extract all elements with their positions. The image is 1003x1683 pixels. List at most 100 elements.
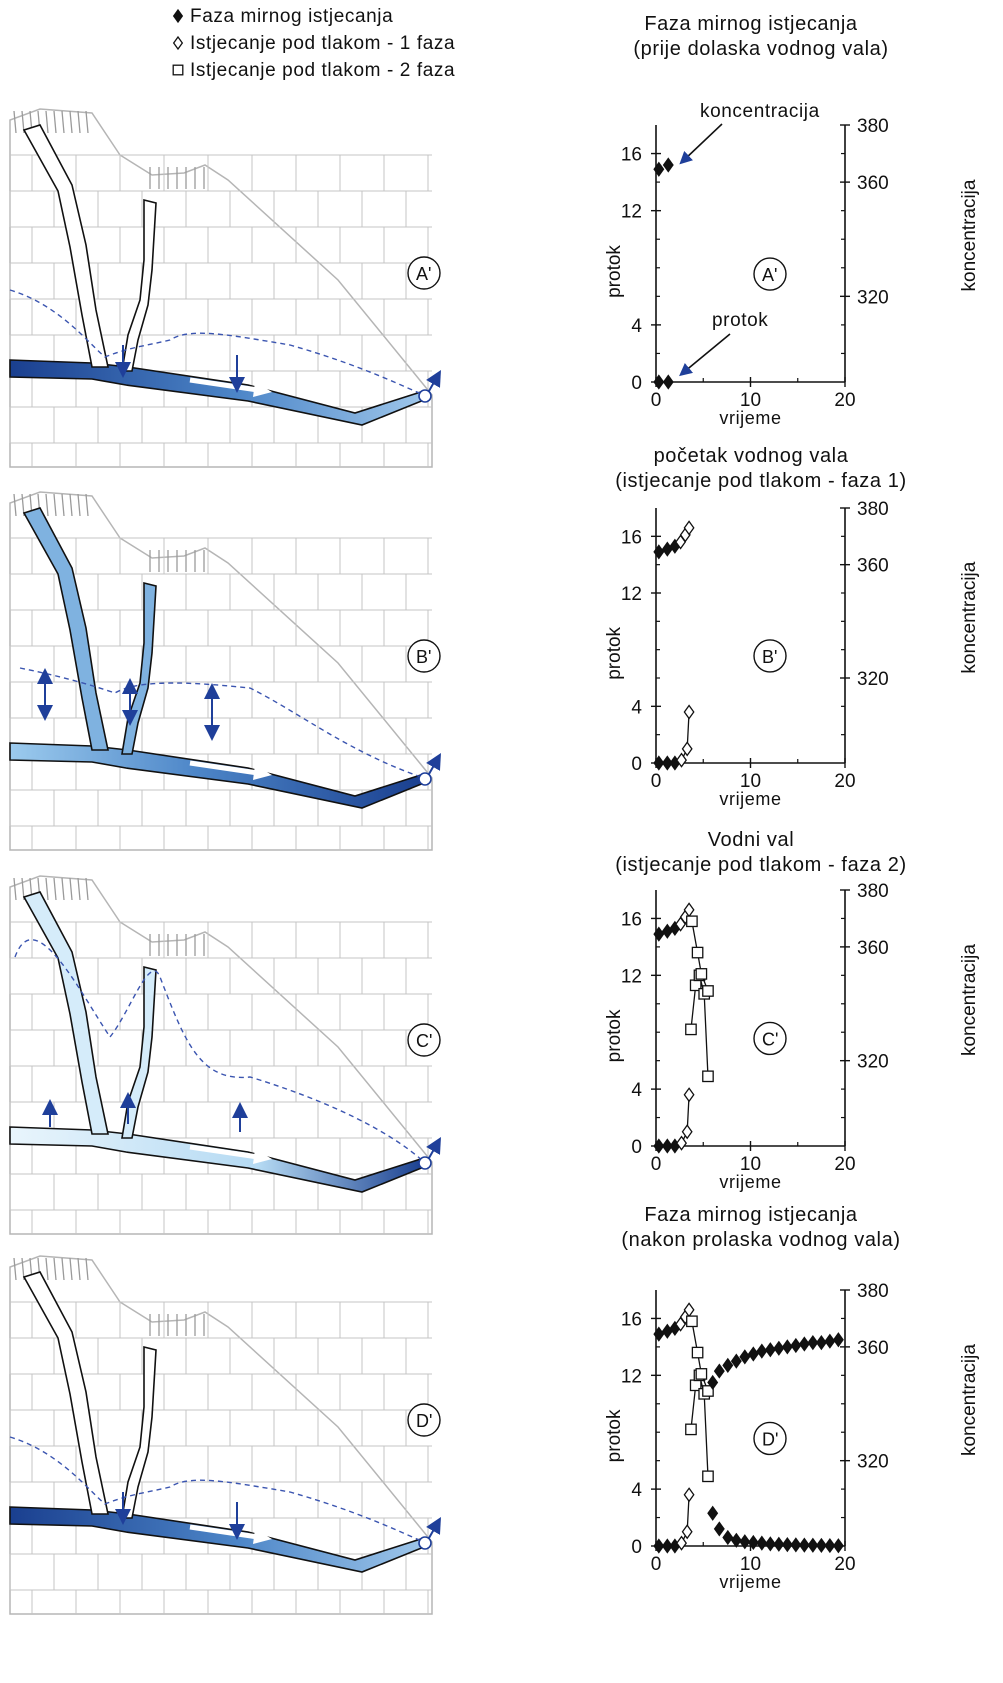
- cross-section-4: D': [9, 1255, 441, 1615]
- panel-label-circle: [753, 257, 787, 291]
- data-point-filled-diamond: [713, 1521, 725, 1537]
- flow-arrow-head: [253, 1149, 272, 1164]
- x-tick-label: 0: [651, 771, 662, 792]
- water-table: [9, 289, 425, 396]
- chart-title: početak vodnog vala: [654, 445, 849, 467]
- data-point-filled-diamond: [707, 1374, 719, 1391]
- chart-subtitle: (nakon prolaska vodnog vala): [621, 1229, 900, 1251]
- right-tick-label: 320: [857, 669, 889, 690]
- soil-tick: [13, 110, 17, 134]
- data-point-filled-diamond: [661, 755, 673, 771]
- vertical-shaft-left: [22, 891, 109, 1135]
- soil-tick: [61, 877, 65, 901]
- data-point-filled-diamond: [661, 1138, 673, 1154]
- left-tick-label: 16: [621, 527, 642, 548]
- data-point-filled-diamond: [764, 1536, 776, 1552]
- soil-tick: [53, 877, 57, 901]
- panel-label: D': [762, 1429, 778, 1449]
- x-tick-label: 10: [740, 771, 761, 792]
- soil-tick: [53, 110, 57, 134]
- left-tick-label: 4: [631, 316, 642, 337]
- series-8: [707, 1332, 844, 1391]
- data-point-open-square: [685, 1423, 697, 1436]
- right-axis-label: koncentracija: [959, 179, 980, 291]
- series-4: [707, 1505, 844, 1554]
- right-tick-label: 360: [857, 1338, 889, 1359]
- data-point-filled-diamond: [713, 1363, 725, 1379]
- data-point-filled-diamond: [739, 1534, 751, 1550]
- spring-outlet: [418, 1156, 432, 1170]
- section-label-circle: [407, 256, 441, 290]
- x-tick-label: 20: [834, 771, 855, 792]
- left-tick-label: 16: [621, 145, 642, 166]
- x-tick-label: 10: [740, 390, 761, 411]
- x-axis-label: vrijeme: [719, 408, 781, 428]
- data-point-filled-diamond: [722, 1357, 734, 1373]
- data-point-filled-diamond: [815, 1335, 827, 1351]
- data-point-open-square: [691, 1346, 704, 1359]
- left-tick-label: 0: [631, 1137, 642, 1158]
- spring-discharge-arrow: [426, 753, 441, 775]
- soil-tick: [69, 877, 73, 901]
- flow-arrow-shaft: [189, 377, 259, 393]
- cross-section-1: A': [9, 108, 441, 468]
- x-axis-label: vrijeme: [719, 1172, 781, 1192]
- legend-marker-open-square: [172, 64, 184, 76]
- data-point-filled-diamond: [832, 1332, 844, 1348]
- x-tick-label: 20: [834, 1154, 855, 1175]
- vertical-shaft-left: [22, 507, 109, 751]
- series-1: [653, 1538, 681, 1554]
- left-tick-label: 0: [631, 1537, 642, 1558]
- right-tick-label: 320: [857, 1452, 889, 1473]
- section-label: B': [416, 647, 431, 667]
- data-point-filled-diamond: [756, 1535, 768, 1551]
- data-point-filled-diamond: [653, 1326, 665, 1342]
- panel-label: C': [762, 1029, 778, 1049]
- data-point-open-square: [686, 1315, 698, 1328]
- data-point-filled-diamond: [773, 1536, 785, 1552]
- series-7: [686, 1315, 714, 1397]
- data-point-filled-diamond: [661, 541, 673, 557]
- legend-label: Istjecanje pod tlakom - 2 faza: [190, 60, 455, 81]
- panel-label: A': [762, 265, 777, 285]
- x-tick-label: 20: [834, 390, 855, 411]
- soil-tick: [53, 1257, 57, 1281]
- left-axis-label: protok: [604, 1009, 625, 1062]
- annotation-arrow: [679, 333, 731, 377]
- series-6: [686, 915, 714, 997]
- vertical-shaft-left: [22, 1271, 109, 1515]
- data-point-filled-diamond: [661, 923, 673, 939]
- series-2: [676, 704, 695, 768]
- data-point-open-square: [702, 1385, 714, 1397]
- left-axis-label: protok: [604, 1409, 625, 1462]
- data-point-open-diamond: [676, 1135, 687, 1151]
- right-axis-label: koncentracija: [959, 1344, 980, 1456]
- right-tick-label: 320: [857, 287, 889, 308]
- soil-tick: [69, 110, 73, 134]
- soil-tick: [85, 493, 89, 517]
- data-point-filled-diamond: [781, 1536, 793, 1553]
- data-point-filled-diamond: [815, 1537, 827, 1554]
- soil-cap: [13, 877, 205, 956]
- data-point-filled-diamond: [730, 1353, 742, 1369]
- chart-3: Vodni val (istjecanje pod tlakom - faza 2…: [604, 829, 980, 1192]
- data-point-filled-diamond: [739, 1349, 751, 1365]
- data-point-filled-diamond: [662, 374, 674, 390]
- data-point-filled-diamond: [790, 1337, 802, 1354]
- data-point-filled-diamond: [747, 1346, 759, 1362]
- chart-subtitle: (istjecanje pod tlakom - faza 1): [615, 470, 907, 492]
- left-tick-label: 4: [631, 1480, 642, 1501]
- section-label-circle: [407, 1023, 441, 1057]
- data-point-filled-diamond: [661, 1323, 673, 1339]
- data-point-filled-diamond: [653, 1538, 665, 1554]
- data-point-open-diamond: [676, 752, 687, 768]
- chart-1: Faza mirnog istjecanja (prije dolaska vod…: [604, 13, 980, 428]
- annotation-arrow: [679, 123, 723, 165]
- left-axis-label: protok: [604, 245, 625, 298]
- section-label-circle: [407, 1403, 441, 1437]
- soil-tick: [45, 877, 49, 901]
- x-tick-label: 20: [834, 1554, 855, 1575]
- spring-discharge-arrow: [426, 1517, 441, 1539]
- right-tick-label: 360: [857, 556, 889, 577]
- soil-tick: [77, 493, 81, 517]
